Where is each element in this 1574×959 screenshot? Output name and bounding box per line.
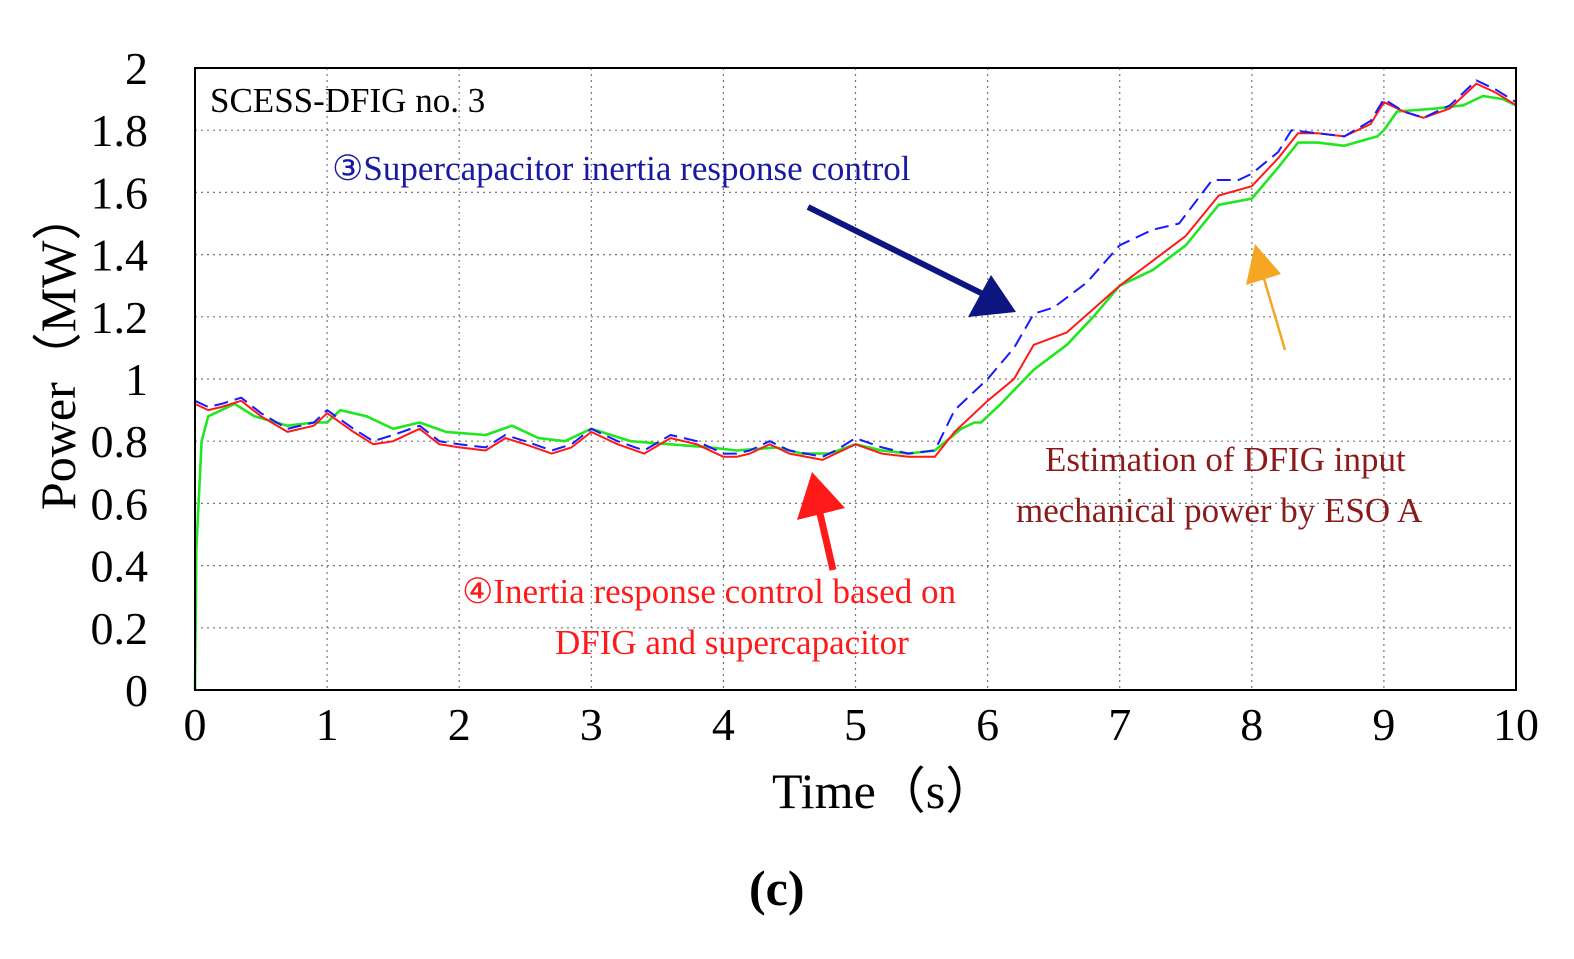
annotation-eso-line2: mechanical power by ESO A: [1016, 491, 1423, 530]
y-tick-label: 0: [125, 665, 148, 716]
y-tick-label: 0.4: [91, 541, 149, 592]
chart-title: SCESS-DFIG no. 3: [210, 81, 485, 120]
x-tick-label: 1: [316, 699, 339, 750]
x-tick-label: 7: [1108, 699, 1131, 750]
y-tick-label: 1.6: [91, 167, 149, 218]
y-tick-label: 1.4: [91, 230, 149, 281]
y-tick-label: 1.2: [91, 292, 149, 343]
x-tick-label: 5: [844, 699, 867, 750]
y-tick-label: 1.8: [91, 105, 149, 156]
arrow-supercapacitor: [806, 204, 1016, 317]
x-tick-label: 4: [712, 699, 735, 750]
x-tick-labels: 0 1 2 3 4 5 6 7 8 9 10: [184, 699, 1540, 750]
x-tick-label: 3: [580, 699, 603, 750]
y-tick-label: 0.2: [91, 603, 149, 654]
x-axis-title: Time（s）: [772, 763, 995, 819]
arrow-eso-estimation: [1246, 244, 1287, 351]
annotation-eso-line1: Estimation of DFIG input: [1045, 440, 1406, 479]
y-tick-label: 1: [125, 354, 148, 405]
plot-frame: [194, 67, 1517, 691]
x-tick-label: 0: [184, 699, 207, 750]
x-tick-label: 2: [448, 699, 471, 750]
panel-label: (c): [749, 860, 805, 916]
y-tick-label: 0.8: [91, 416, 149, 467]
grid-lines: [195, 68, 1516, 690]
arrow-inertia-response: [797, 472, 845, 571]
x-tick-label: 8: [1240, 699, 1263, 750]
x-tick-label: 9: [1372, 699, 1395, 750]
annotation-inertia-line1: ④Inertia response control based on: [462, 572, 956, 611]
y-tick-label: 2: [125, 43, 148, 94]
annotation-inertia-line2: DFIG and supercapacitor: [555, 623, 909, 662]
y-tick-labels: 0 0.2 0.4 0.6 0.8 1 1.2 1.4 1.6 1.8 2: [91, 43, 149, 716]
x-tick-label: 6: [976, 699, 999, 750]
y-axis-title: Power（MW）: [30, 191, 86, 510]
annotation-supercapacitor: ③Supercapacitor inertia response control: [332, 149, 911, 188]
x-tick-label: 10: [1493, 699, 1539, 750]
series-line-1: [194, 79, 1517, 458]
series-layer: [193, 79, 1517, 691]
y-tick-label: 0.6: [91, 478, 149, 529]
